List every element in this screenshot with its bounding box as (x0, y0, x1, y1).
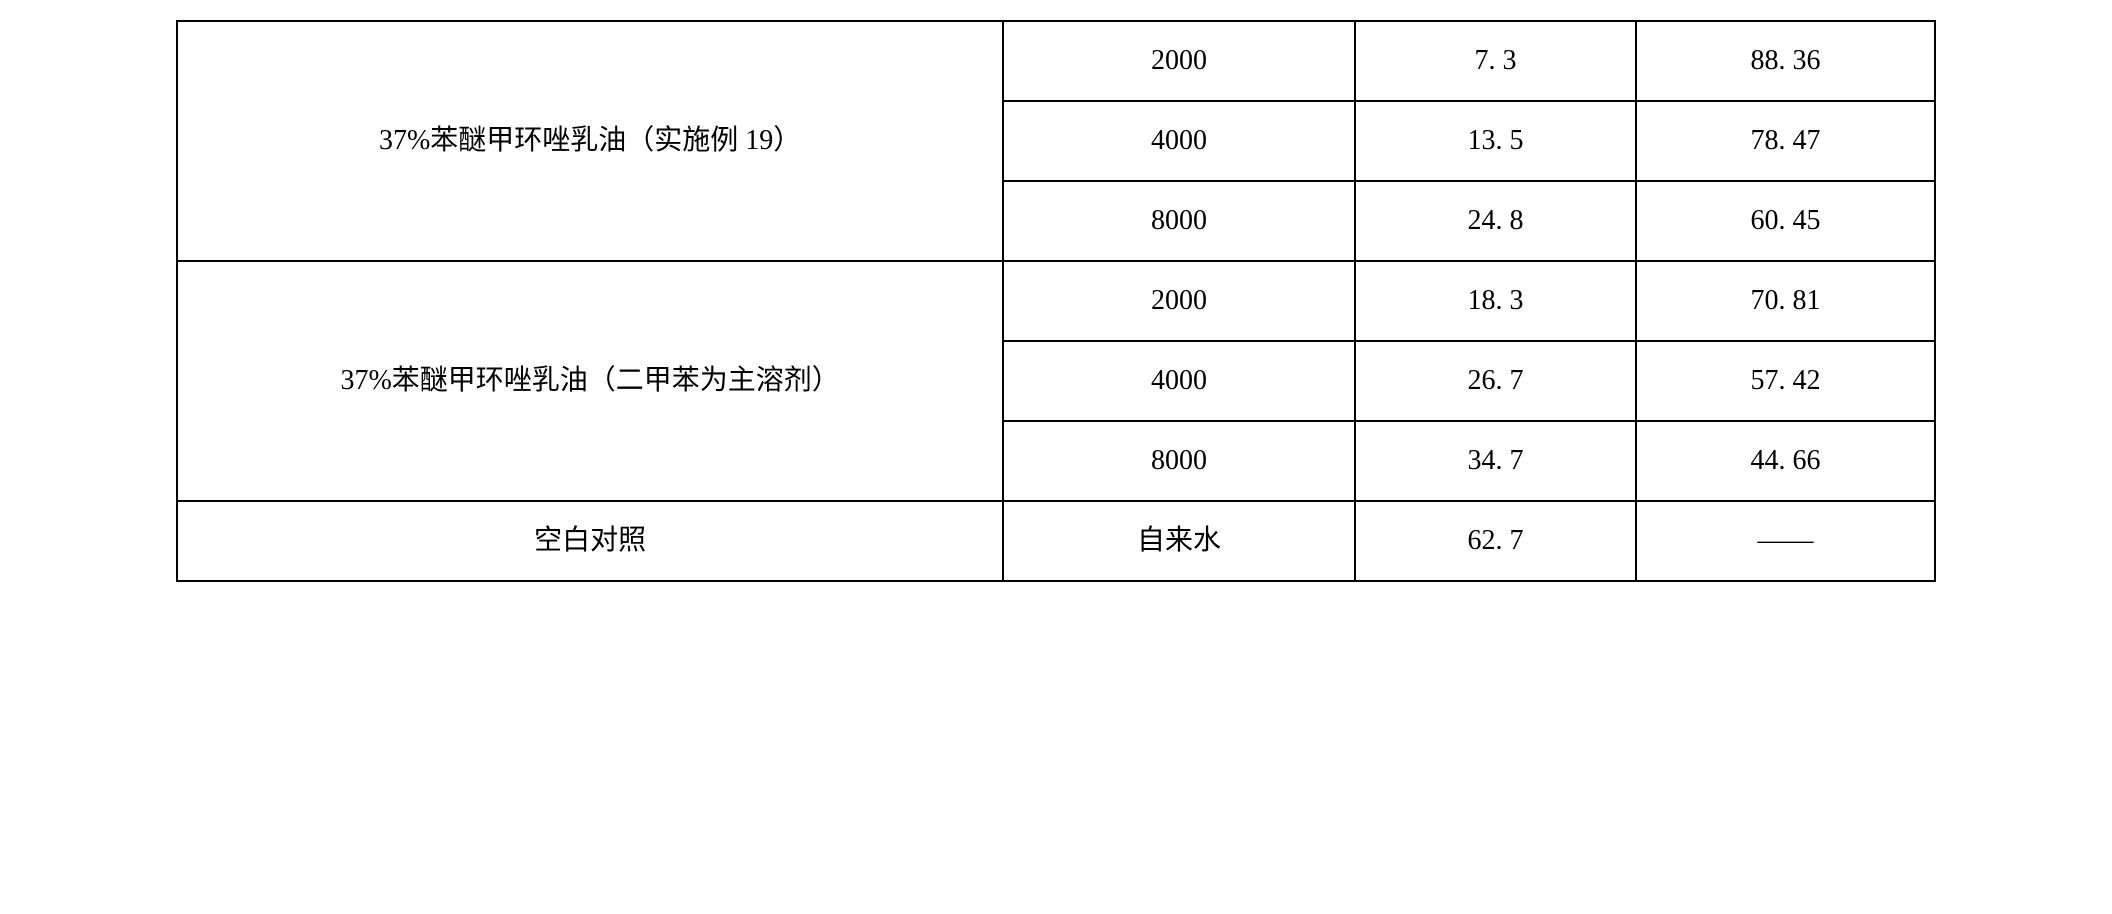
table-cell: 8000 (1003, 421, 1355, 501)
table-row: 37%苯醚甲环唑乳油（二甲苯为主溶剂） 2000 18. 3 70. 81 (177, 261, 1935, 341)
table-cell: —— (1636, 501, 1935, 581)
table-cell: 70. 81 (1636, 261, 1935, 341)
row-group-label: 37%苯醚甲环唑乳油（二甲苯为主溶剂） (177, 261, 1003, 501)
table-cell: 18. 3 (1355, 261, 1636, 341)
table-cell: 2000 (1003, 21, 1355, 101)
table-cell: 自来水 (1003, 501, 1355, 581)
table-cell: 34. 7 (1355, 421, 1636, 501)
table-cell: 44. 66 (1636, 421, 1935, 501)
data-table: 37%苯醚甲环唑乳油（实施例 19） 2000 7. 3 88. 36 4000… (176, 20, 1936, 582)
table-row: 37%苯醚甲环唑乳油（实施例 19） 2000 7. 3 88. 36 (177, 21, 1935, 101)
table-cell: 78. 47 (1636, 101, 1935, 181)
table-cell: 4000 (1003, 341, 1355, 421)
table-cell: 60. 45 (1636, 181, 1935, 261)
row-group-label: 空白对照 (177, 501, 1003, 581)
table-cell: 62. 7 (1355, 501, 1636, 581)
table-cell: 8000 (1003, 181, 1355, 261)
table-body: 37%苯醚甲环唑乳油（实施例 19） 2000 7. 3 88. 36 4000… (177, 21, 1935, 581)
table-cell: 24. 8 (1355, 181, 1636, 261)
table-cell: 57. 42 (1636, 341, 1935, 421)
table-cell: 26. 7 (1355, 341, 1636, 421)
table-cell: 13. 5 (1355, 101, 1636, 181)
table-cell: 7. 3 (1355, 21, 1636, 101)
table-row: 空白对照 自来水 62. 7 —— (177, 501, 1935, 581)
table-cell: 4000 (1003, 101, 1355, 181)
table-cell: 2000 (1003, 261, 1355, 341)
table-cell: 88. 36 (1636, 21, 1935, 101)
row-group-label: 37%苯醚甲环唑乳油（实施例 19） (177, 21, 1003, 261)
